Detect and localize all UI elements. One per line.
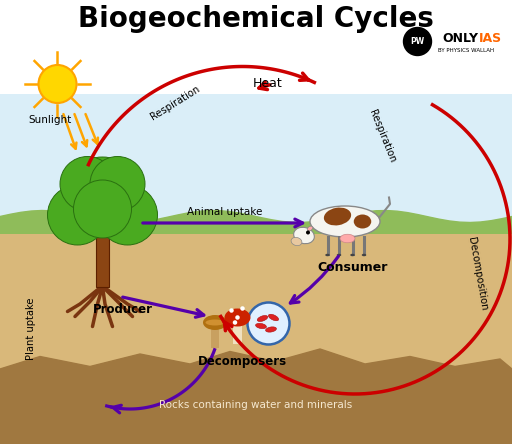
Circle shape bbox=[240, 306, 245, 311]
Ellipse shape bbox=[266, 327, 276, 332]
Circle shape bbox=[403, 28, 432, 56]
Ellipse shape bbox=[224, 309, 250, 326]
Circle shape bbox=[306, 230, 310, 234]
Polygon shape bbox=[0, 210, 512, 264]
FancyBboxPatch shape bbox=[0, 0, 512, 94]
Text: IAS: IAS bbox=[479, 32, 502, 44]
Circle shape bbox=[229, 308, 234, 313]
Ellipse shape bbox=[340, 234, 355, 243]
Ellipse shape bbox=[325, 254, 330, 256]
Text: PW: PW bbox=[411, 37, 424, 46]
Circle shape bbox=[60, 156, 115, 211]
Ellipse shape bbox=[324, 207, 351, 226]
Text: Animal uptake: Animal uptake bbox=[187, 206, 262, 217]
Circle shape bbox=[247, 302, 289, 345]
Text: Respiration: Respiration bbox=[367, 108, 398, 164]
Ellipse shape bbox=[350, 254, 355, 256]
FancyBboxPatch shape bbox=[0, 234, 512, 384]
FancyBboxPatch shape bbox=[233, 322, 242, 344]
Ellipse shape bbox=[291, 238, 302, 246]
Ellipse shape bbox=[310, 206, 380, 237]
Text: Heat: Heat bbox=[252, 76, 283, 90]
Text: Respiration: Respiration bbox=[148, 84, 202, 122]
Text: Producer: Producer bbox=[93, 302, 153, 316]
FancyBboxPatch shape bbox=[0, 94, 512, 264]
Ellipse shape bbox=[255, 323, 266, 329]
Circle shape bbox=[38, 65, 76, 103]
Ellipse shape bbox=[337, 254, 342, 256]
Text: Consumer: Consumer bbox=[317, 261, 388, 274]
Ellipse shape bbox=[203, 315, 227, 330]
Circle shape bbox=[74, 180, 132, 238]
Circle shape bbox=[67, 157, 139, 229]
Text: ONLY: ONLY bbox=[442, 32, 479, 44]
Circle shape bbox=[233, 320, 237, 325]
Ellipse shape bbox=[205, 320, 224, 325]
FancyBboxPatch shape bbox=[211, 326, 219, 348]
Polygon shape bbox=[0, 349, 512, 444]
Text: Biogeochemical Cycles: Biogeochemical Cycles bbox=[78, 5, 434, 33]
Circle shape bbox=[90, 156, 145, 211]
Text: BY PHYSICS WALLAH: BY PHYSICS WALLAH bbox=[437, 48, 494, 52]
Circle shape bbox=[97, 185, 158, 245]
Text: Decomposition: Decomposition bbox=[466, 237, 489, 312]
Ellipse shape bbox=[307, 226, 313, 231]
Ellipse shape bbox=[362, 254, 366, 256]
Text: Rocks containing water and minerals: Rocks containing water and minerals bbox=[159, 400, 353, 410]
Text: Decomposers: Decomposers bbox=[198, 355, 287, 368]
Circle shape bbox=[235, 315, 240, 320]
Ellipse shape bbox=[268, 314, 279, 321]
Ellipse shape bbox=[257, 316, 268, 321]
Ellipse shape bbox=[354, 214, 371, 229]
Text: Sunlight: Sunlight bbox=[28, 115, 72, 125]
Circle shape bbox=[48, 185, 108, 245]
Ellipse shape bbox=[294, 227, 314, 244]
Text: Plant uptake: Plant uptake bbox=[26, 298, 36, 360]
FancyBboxPatch shape bbox=[96, 219, 109, 286]
